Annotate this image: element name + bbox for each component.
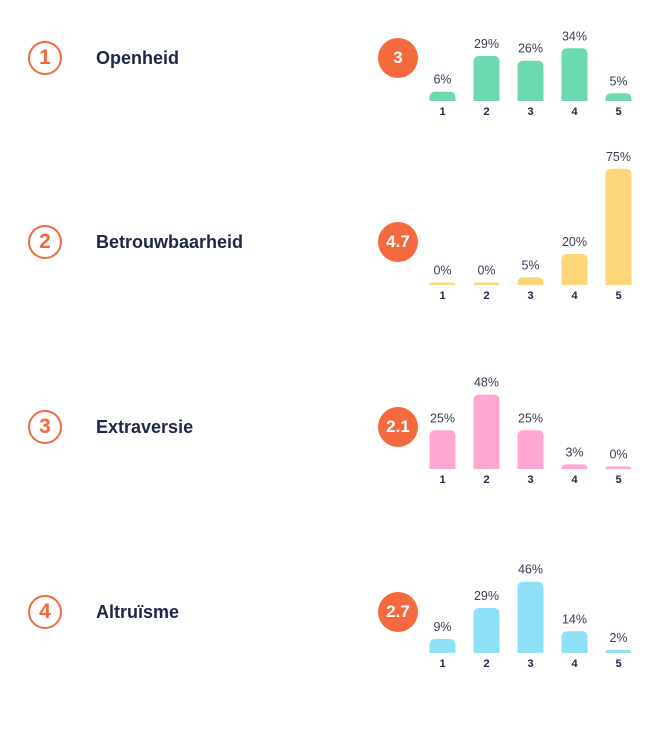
x-tick-label: 4 bbox=[571, 658, 578, 670]
x-tick-label: 3 bbox=[527, 474, 533, 486]
trait-title: Altruïsme bbox=[96, 602, 180, 622]
data-label: 34% bbox=[562, 29, 587, 43]
bar-2 bbox=[473, 282, 500, 285]
bar-chart-extraversie: 25% 1 48% 2 25% 3 3% 4 0% 5 bbox=[429, 376, 632, 486]
bar-5 bbox=[605, 168, 632, 285]
trait-title: Openheid bbox=[96, 48, 180, 68]
data-label: 20% bbox=[562, 235, 587, 249]
data-label: 3% bbox=[565, 445, 583, 459]
x-tick-label: 3 bbox=[527, 106, 533, 118]
x-tick-label: 5 bbox=[615, 658, 621, 670]
x-tick-label: 3 bbox=[527, 658, 533, 670]
x-tick-label: 5 bbox=[615, 106, 621, 118]
bar-chart-openheid: 6% 1 29% 2 26% 3 34% 4 5% 5 bbox=[429, 29, 632, 118]
bar-5 bbox=[605, 649, 632, 653]
data-label: 29% bbox=[474, 37, 499, 51]
rank-circle: 4 bbox=[28, 595, 62, 629]
bar-1 bbox=[429, 430, 456, 469]
data-label: 48% bbox=[474, 376, 499, 390]
bar-4 bbox=[561, 464, 588, 469]
bar-4 bbox=[561, 631, 588, 653]
score-badge: 4.7 bbox=[378, 222, 418, 262]
bar-4 bbox=[561, 254, 588, 285]
data-label: 14% bbox=[562, 612, 587, 626]
x-tick-label: 5 bbox=[615, 474, 621, 486]
trait-row-openheid: 1 Openheid 3 6% 1 29% 2 26% 3 34% 4 5% 5 bbox=[0, 0, 661, 184]
bar-2 bbox=[473, 56, 500, 101]
trait-row-extraversie: 3 Extraversie 2.1 25% 1 48% 2 25% 3 3% 4 0% 5 bbox=[0, 368, 661, 552]
data-label: 9% bbox=[433, 620, 451, 634]
data-label: 25% bbox=[430, 411, 455, 425]
data-label: 0% bbox=[477, 264, 495, 278]
bar-1 bbox=[429, 91, 456, 101]
bar-3 bbox=[517, 277, 544, 285]
bar-1 bbox=[429, 282, 456, 285]
x-tick-label: 3 bbox=[527, 290, 533, 302]
score-badge: 2.1 bbox=[378, 407, 418, 447]
score-badge: 3 bbox=[378, 38, 418, 78]
data-label: 25% bbox=[518, 411, 543, 425]
data-label: 0% bbox=[433, 264, 451, 278]
x-tick-label: 2 bbox=[483, 658, 489, 670]
score-badge: 2.7 bbox=[378, 592, 418, 632]
x-tick-label: 1 bbox=[439, 658, 445, 670]
x-tick-label: 4 bbox=[571, 474, 578, 486]
x-tick-label: 2 bbox=[483, 106, 489, 118]
rank-circle: 1 bbox=[28, 41, 62, 75]
trait-title: Extraversie bbox=[96, 417, 194, 437]
trait-title: Betrouwbaarheid bbox=[96, 232, 244, 252]
bar-3 bbox=[517, 581, 544, 653]
bar-4 bbox=[561, 48, 588, 101]
trait-row-altruisme: 4 Altruïsme 2.7 9% 1 29% 2 46% 3 14% 4 2% 5 bbox=[0, 552, 661, 736]
bar-3 bbox=[517, 430, 544, 469]
data-label: 26% bbox=[518, 42, 543, 56]
x-tick-label: 5 bbox=[615, 290, 621, 302]
bar-2 bbox=[473, 394, 500, 469]
data-label: 0% bbox=[609, 448, 627, 462]
data-label: 2% bbox=[609, 631, 627, 645]
bar-3 bbox=[517, 60, 544, 101]
bar-5 bbox=[605, 93, 632, 101]
x-tick-label: 4 bbox=[571, 290, 578, 302]
x-tick-label: 1 bbox=[439, 474, 445, 486]
bar-1 bbox=[429, 639, 456, 653]
x-tick-label: 1 bbox=[439, 106, 445, 118]
bar-2 bbox=[473, 608, 500, 653]
x-tick-label: 2 bbox=[483, 474, 489, 486]
bar-5 bbox=[605, 466, 632, 469]
x-tick-label: 4 bbox=[571, 106, 578, 118]
data-label: 5% bbox=[609, 74, 627, 88]
rank-circle: 2 bbox=[28, 225, 62, 259]
data-label: 46% bbox=[518, 563, 543, 577]
rank-circle: 3 bbox=[28, 410, 62, 444]
data-label: 29% bbox=[474, 589, 499, 603]
data-label: 75% bbox=[606, 150, 631, 164]
data-label: 6% bbox=[433, 73, 451, 87]
x-tick-label: 1 bbox=[439, 290, 445, 302]
bar-chart-betrouwbaarheid: 0% 1 0% 2 5% 3 20% 4 75% 5 bbox=[429, 150, 632, 302]
x-tick-label: 2 bbox=[483, 290, 489, 302]
data-label: 5% bbox=[521, 258, 539, 272]
bar-chart-altruisme: 9% 1 29% 2 46% 3 14% 4 2% 5 bbox=[429, 563, 632, 670]
trait-row-betrouwbaarheid: 2 Betrouwbaarheid 4.7 0% 1 0% 2 5% 3 20% 4 75% 5 bbox=[0, 150, 661, 368]
